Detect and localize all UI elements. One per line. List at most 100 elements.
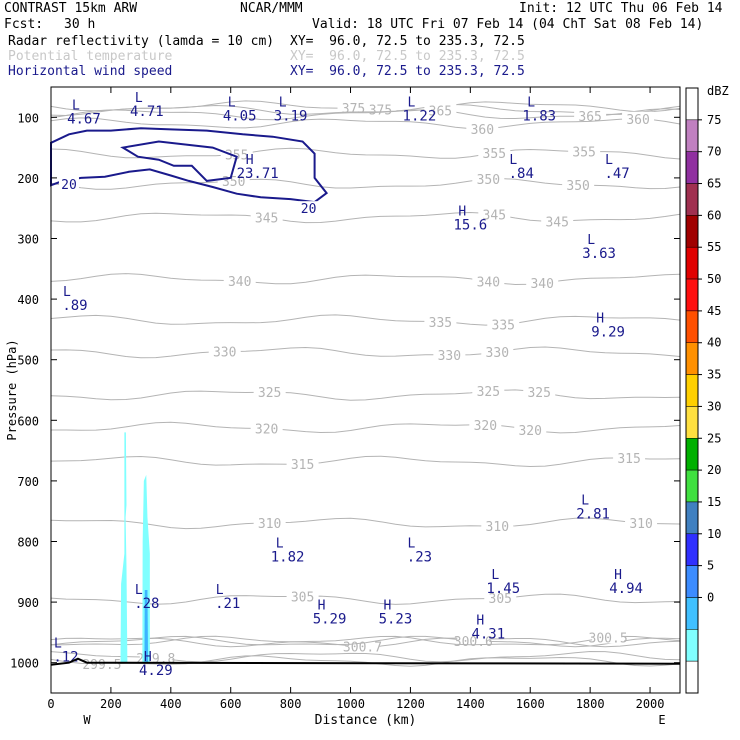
theta-label-bg bbox=[433, 347, 466, 361]
y-tick-label: 100 bbox=[17, 111, 39, 125]
theta-contour-360 bbox=[50, 117, 681, 130]
field-reflectivity-xy: XY= 96.0, 72.5 to 235.3, 72.5 bbox=[290, 34, 525, 49]
theta-label-310: 310 bbox=[629, 517, 652, 532]
theta-label-360: 360 bbox=[471, 123, 494, 138]
reflectivity-cell-east bbox=[142, 474, 150, 663]
theta-label-bg bbox=[217, 173, 250, 187]
theta-label-315: 315 bbox=[291, 458, 314, 473]
colorbar-swatch bbox=[685, 533, 699, 566]
theta-label-bg bbox=[541, 214, 574, 228]
theta-contour-345 bbox=[50, 211, 681, 224]
extremum-value: 1.83 bbox=[522, 108, 556, 124]
colorbar-level-label: 15 bbox=[707, 495, 721, 509]
colorbar-swatch bbox=[685, 151, 699, 184]
theta-label-345: 345 bbox=[545, 215, 568, 230]
colorbar-swatch bbox=[685, 246, 699, 280]
x-tick-label: 0 bbox=[47, 697, 54, 711]
theta-contour-325 bbox=[50, 389, 681, 401]
theta-label-bg bbox=[574, 109, 607, 123]
x-tick-label: 2000 bbox=[636, 697, 665, 711]
min-marker: L bbox=[408, 536, 416, 551]
y-tick-label: 400 bbox=[17, 293, 39, 307]
colorbar-swatch bbox=[685, 438, 699, 471]
colorbar-level-label: 20 bbox=[707, 463, 721, 477]
min-marker: L bbox=[605, 153, 613, 168]
theta-label-bg bbox=[613, 451, 646, 465]
colorbar-level-label: 65 bbox=[707, 177, 721, 191]
axes: 1002003004005006007008009001000Pressure … bbox=[5, 86, 681, 728]
theta-contour-310 bbox=[50, 517, 681, 530]
x-tick-label: 1800 bbox=[576, 697, 605, 711]
min-marker: L bbox=[63, 285, 71, 300]
extremum-value: 4.71 bbox=[130, 104, 164, 120]
colorbar-level-label: 75 bbox=[707, 113, 721, 127]
theta-label-345: 345 bbox=[255, 212, 278, 227]
theta-label-bg bbox=[478, 207, 511, 221]
reflectivity-core bbox=[144, 589, 149, 663]
colorbar-swatch bbox=[685, 342, 699, 375]
y-tick-label: 500 bbox=[17, 354, 39, 368]
min-marker: L bbox=[509, 153, 517, 168]
min-marker: L bbox=[527, 95, 535, 110]
theta-label-310: 310 bbox=[258, 517, 281, 532]
theta-contour-330 bbox=[50, 346, 681, 359]
colorbar-level-label: 70 bbox=[707, 145, 721, 159]
colorbar-swatch bbox=[685, 119, 699, 152]
west-label: W bbox=[83, 713, 91, 727]
theta-label-330: 330 bbox=[486, 346, 509, 361]
extremum-value: 4.31 bbox=[471, 626, 505, 642]
theta-label-bg bbox=[472, 384, 505, 398]
theta-label-bg bbox=[337, 101, 370, 115]
theta-label-320: 320 bbox=[255, 423, 278, 438]
theta-label-375: 375 bbox=[342, 102, 365, 117]
theta-label-bg bbox=[286, 589, 319, 603]
extremum-value: 5.29 bbox=[313, 611, 347, 627]
colorbar-swatch bbox=[685, 374, 699, 407]
max-marker: H bbox=[596, 312, 604, 327]
extremum-value: 2.81 bbox=[576, 506, 610, 522]
theta-label-365: 365 bbox=[429, 104, 452, 119]
fcst-value: 30 h bbox=[64, 17, 96, 32]
colorbar-swatch bbox=[685, 183, 699, 216]
theta-label-365: 365 bbox=[578, 110, 601, 125]
max-marker: H bbox=[144, 650, 152, 665]
colorbar-swatch bbox=[685, 565, 699, 598]
theta-label-bg bbox=[625, 516, 658, 530]
theta-label-bg bbox=[592, 630, 625, 644]
colorbar-swatch bbox=[685, 406, 699, 439]
min-marker: L bbox=[491, 568, 499, 583]
theta-label-bg bbox=[346, 639, 379, 653]
max-marker: H bbox=[614, 568, 622, 583]
colorbar-level-label: 10 bbox=[707, 527, 721, 541]
theta-label-355: 355 bbox=[572, 146, 595, 161]
y-axis-label: Pressure (hPa) bbox=[5, 339, 19, 440]
theta-label-bg bbox=[424, 314, 457, 328]
extremum-value: 4.05 bbox=[223, 108, 257, 124]
theta-label-330: 330 bbox=[213, 346, 236, 361]
field-theta-name: Potential temperature bbox=[8, 49, 173, 64]
fcst-label: Fcst: bbox=[4, 17, 44, 32]
extremum-value: 9.29 bbox=[591, 325, 625, 341]
extremum-value: .21 bbox=[215, 596, 240, 612]
theta-label-bg bbox=[514, 422, 547, 436]
extremum-value: .89 bbox=[62, 298, 87, 314]
init-time: Init: 12 UTC Thu 06 Feb 14 bbox=[519, 1, 723, 16]
colorbar-level-label: 60 bbox=[707, 208, 721, 222]
theta-label-bg bbox=[250, 210, 283, 224]
theta-label-360: 360 bbox=[626, 113, 649, 128]
theta-label-bg bbox=[487, 317, 520, 331]
theta-label-bg bbox=[526, 276, 559, 290]
theta-label-335: 335 bbox=[429, 316, 452, 331]
theta-label-bg bbox=[622, 111, 655, 125]
reflectivity-cell-west bbox=[120, 432, 128, 663]
theta-label-350: 350 bbox=[477, 173, 500, 188]
theta-contour-320 bbox=[51, 421, 681, 434]
y-tick-label: 800 bbox=[17, 536, 39, 550]
theta-contour-335 bbox=[50, 314, 681, 326]
colorbar-level-label: 35 bbox=[707, 368, 721, 382]
min-marker: L bbox=[408, 95, 416, 110]
wind-label-bg bbox=[298, 201, 319, 216]
